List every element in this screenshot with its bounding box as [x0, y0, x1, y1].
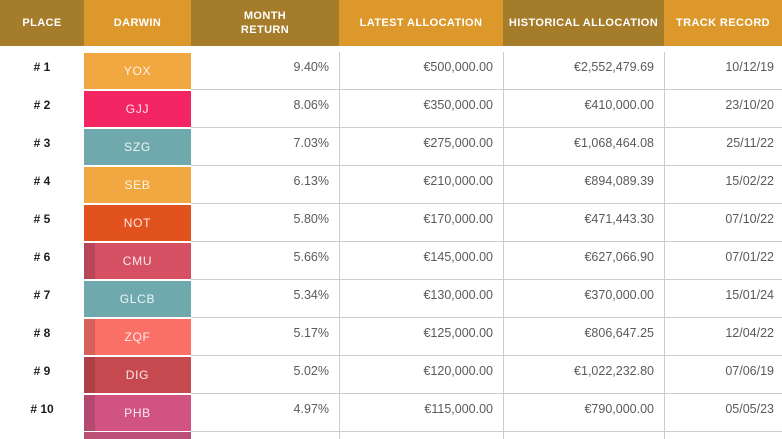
darwin-badge[interactable]: GJJ	[84, 91, 191, 127]
darwin-cell: CMU	[84, 242, 191, 280]
partial-darwin-badge	[84, 432, 191, 439]
month-return-cell: 5.02%	[191, 356, 339, 394]
latest-allocation-cell: €120,000.00	[339, 356, 503, 394]
month-return-cell: 7.03%	[191, 128, 339, 166]
month-return-cell: 5.80%	[191, 204, 339, 242]
darwin-badge[interactable]: SEB	[84, 167, 191, 203]
partial-latest-allocation-cell	[339, 432, 503, 439]
historical-allocation-cell: €471,443.30	[503, 204, 664, 242]
place-cell: # 2	[33, 98, 51, 112]
historical-allocation-cell: €806,647.25	[503, 318, 664, 356]
table-row: # 10 PHB 4.97% €115,000.00 €790,000.00 05/05/…	[0, 394, 782, 432]
place-cell: # 5	[33, 212, 51, 226]
darwin-cell: SZG	[84, 128, 191, 166]
place-cell: # 4	[33, 174, 51, 188]
latest-allocation-cell: €145,000.00	[339, 242, 503, 280]
darwin-cell: PHB	[84, 394, 191, 432]
header-cell-darwin: DARWIN	[84, 0, 191, 46]
latest-allocation-cell: €350,000.00	[339, 90, 503, 128]
latest-allocation-cell: €210,000.00	[339, 166, 503, 204]
latest-allocation-cell: €130,000.00	[339, 280, 503, 318]
latest-allocation-cell: €500,000.00	[339, 52, 503, 90]
place-cell: # 7	[33, 288, 51, 302]
partial-month-return-cell	[191, 432, 339, 439]
table-body: # 1 YOX 9.40% €500,000.00 €2,552,479.69 10/12…	[0, 52, 782, 432]
header-cell-place: PLACE	[0, 0, 84, 46]
header-cell-latest-allocation: LATEST ALLOCATION	[339, 0, 503, 46]
track-record-cell: 15/02/22	[664, 166, 782, 204]
month-return-cell: 8.06%	[191, 90, 339, 128]
partial-historical-allocation-cell	[503, 432, 664, 439]
table-row: # 7 GLCB 5.34% €130,000.00 €370,000.00 15/01/…	[0, 280, 782, 318]
historical-allocation-cell: €790,000.00	[503, 394, 664, 432]
track-record-cell: 07/10/22	[664, 204, 782, 242]
partial-next-row	[0, 432, 782, 439]
darwin-cell: GLCB	[84, 280, 191, 318]
place-cell: # 3	[33, 136, 51, 150]
track-record-cell: 12/04/22	[664, 318, 782, 356]
table-row: # 8 ZQF 5.17% €125,000.00 €806,647.25 12/04/2…	[0, 318, 782, 356]
track-record-cell: 05/05/23	[664, 394, 782, 432]
place-cell: # 6	[33, 250, 51, 264]
track-record-cell: 07/06/19	[664, 356, 782, 394]
historical-allocation-cell: €1,022,232.80	[503, 356, 664, 394]
month-return-cell: 4.97%	[191, 394, 339, 432]
darwin-badge[interactable]: CMU	[84, 243, 191, 279]
historical-allocation-cell: €370,000.00	[503, 280, 664, 318]
month-return-cell: 5.34%	[191, 280, 339, 318]
historical-allocation-cell: €2,552,479.69	[503, 52, 664, 90]
historical-allocation-cell: €1,068,464.08	[503, 128, 664, 166]
darwin-badge[interactable]: PHB	[84, 395, 191, 431]
table-row: # 9 DIG 5.02% €120,000.00 €1,022,232.80 07/06…	[0, 356, 782, 394]
header-cell-month-return: MONTH RETURN	[191, 0, 339, 46]
partial-darwin-cell	[84, 432, 191, 439]
month-return-cell: 6.13%	[191, 166, 339, 204]
darwin-badge[interactable]: ZQF	[84, 319, 191, 355]
darwin-cell: SEB	[84, 166, 191, 204]
latest-allocation-cell: €115,000.00	[339, 394, 503, 432]
header-cell-historical-allocation: HISTORICAL ALLOCATION	[503, 0, 664, 46]
historical-allocation-cell: €627,066.90	[503, 242, 664, 280]
track-record-cell: 25/11/22	[664, 128, 782, 166]
darwin-cell: GJJ	[84, 90, 191, 128]
darwin-cell: DIG	[84, 356, 191, 394]
place-cell: # 1	[33, 60, 51, 74]
header-cell-track-record: TRACK RECORD	[664, 0, 782, 46]
latest-allocation-cell: €170,000.00	[339, 204, 503, 242]
table-row: # 3 SZG 7.03% €275,000.00 €1,068,464.08 25/11…	[0, 128, 782, 166]
track-record-cell: 15/01/24	[664, 280, 782, 318]
track-record-cell: 10/12/19	[664, 52, 782, 90]
place-cell: # 10	[30, 402, 54, 416]
partial-place-cell	[0, 432, 84, 439]
track-record-cell: 23/10/20	[664, 90, 782, 128]
table-header-row: PLACE DARWIN MONTH RETURN LATEST ALLOCATION…	[0, 0, 782, 46]
table-row: # 6 CMU 5.66% €145,000.00 €627,066.90 07/01/2…	[0, 242, 782, 280]
track-record-cell: 07/01/22	[664, 242, 782, 280]
darwin-badge[interactable]: GLCB	[84, 281, 191, 317]
darwin-cell: ZQF	[84, 318, 191, 356]
latest-allocation-cell: €125,000.00	[339, 318, 503, 356]
historical-allocation-cell: €894,089.39	[503, 166, 664, 204]
darwin-badge[interactable]: YOX	[84, 53, 191, 89]
darwin-badge[interactable]: NOT	[84, 205, 191, 241]
place-cell: # 8	[33, 326, 51, 340]
latest-allocation-cell: €275,000.00	[339, 128, 503, 166]
partial-track-record-cell	[664, 432, 782, 439]
table-row: # 4 SEB 6.13% €210,000.00 €894,089.39 15/02/2…	[0, 166, 782, 204]
darwin-badge[interactable]: DIG	[84, 357, 191, 393]
darwin-cell: NOT	[84, 204, 191, 242]
place-cell: # 9	[33, 364, 51, 378]
table-row: # 5 NOT 5.80% €170,000.00 €471,443.30 07/10/2…	[0, 204, 782, 242]
month-return-cell: 5.17%	[191, 318, 339, 356]
darwin-badge[interactable]: SZG	[84, 129, 191, 165]
table-row: # 2 GJJ 8.06% €350,000.00 €410,000.00 23/10/2…	[0, 90, 782, 128]
month-return-cell: 5.66%	[191, 242, 339, 280]
table-row: # 1 YOX 9.40% €500,000.00 €2,552,479.69 10/12…	[0, 52, 782, 90]
month-return-cell: 9.40%	[191, 52, 339, 90]
darwin-cell: YOX	[84, 52, 191, 90]
historical-allocation-cell: €410,000.00	[503, 90, 664, 128]
